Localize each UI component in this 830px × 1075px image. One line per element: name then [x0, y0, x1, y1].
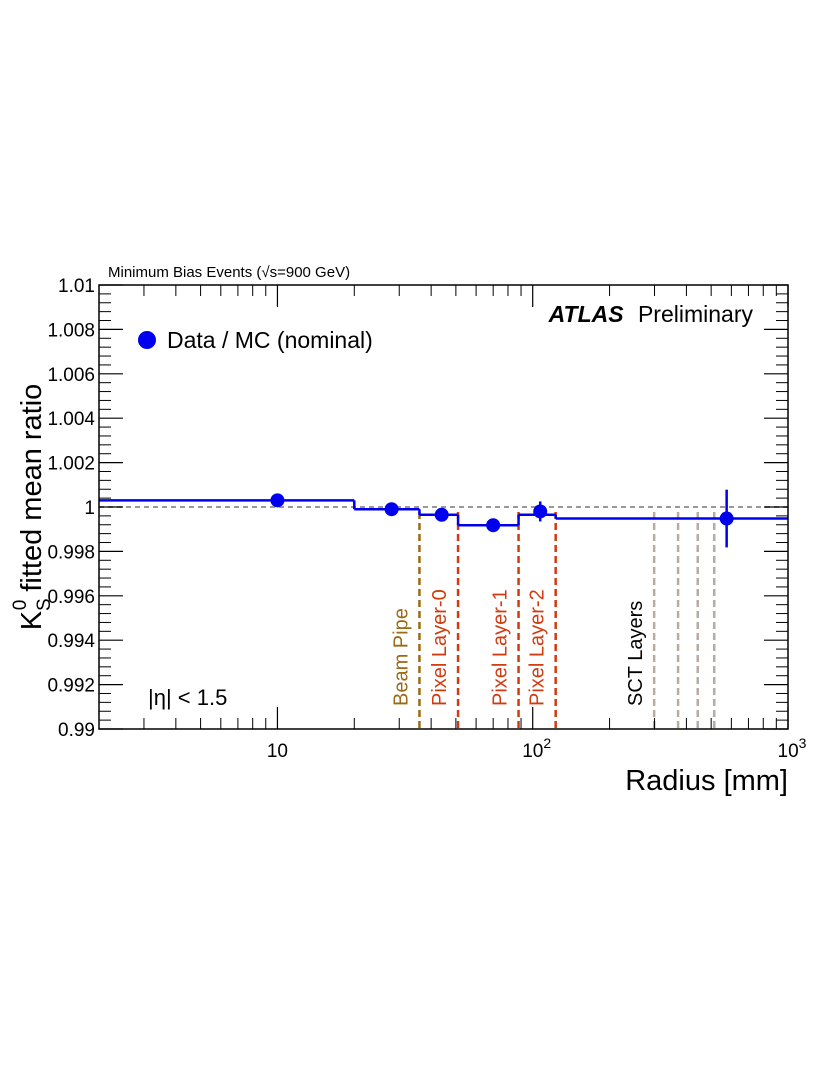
x-tick-label-base-1: 10	[522, 741, 543, 762]
x-axis-title: Radius [mm]	[625, 765, 788, 797]
atlas-preliminary: Preliminary	[638, 301, 754, 327]
legend-marker	[138, 331, 156, 349]
y-tick-label-0: 0.99	[58, 720, 95, 741]
y-tick-label-1: 0.992	[47, 676, 95, 697]
x-tick-label-1: 102	[522, 735, 551, 762]
y-tick-label-8: 1.006	[47, 365, 95, 386]
y-axis-title-sub: S	[34, 598, 55, 611]
y-tick-label-10: 1.01	[58, 276, 95, 297]
atlas-label: ATLAS Preliminary	[548, 301, 754, 327]
x-tick-label-base-0: 10	[267, 741, 288, 762]
marker-label-2: Pixel Layer-1	[490, 589, 512, 706]
data-points	[270, 489, 734, 548]
marker-label-4: SCT Layers	[625, 601, 647, 706]
header-text: Minimum Bias Events (√s=900 GeV)	[108, 264, 350, 281]
data-point-3	[486, 518, 501, 533]
eta-cut-label: |η| < 1.5	[148, 685, 227, 710]
y-axis-title-sup: 0	[10, 600, 31, 611]
marker-label-1: Pixel Layer-0	[429, 589, 451, 706]
y-tick-label-9: 1.008	[47, 320, 95, 341]
y-tick-label-4: 0.998	[47, 542, 95, 563]
y-tick-label-6: 1.002	[47, 454, 95, 475]
x-tick-label-base-2: 10	[778, 741, 799, 762]
detector-layer-markers: Beam Pipe Pixel Layer-0 Pixel Layer-1 Pixel…	[390, 512, 716, 729]
data-point-2	[434, 507, 449, 522]
x-tick-label-exp-1: 2	[543, 735, 551, 751]
y-tick-label-3: 0.996	[47, 587, 95, 608]
y-axis-title-rest: fitted mean ratio	[16, 384, 48, 600]
atlas-brand: ATLAS	[548, 301, 625, 327]
data-point-1	[384, 502, 399, 517]
axes: 0.99 0.992 0.994 0.996 0.998 1 1.002 1.004 1.006…	[47, 276, 806, 762]
x-tick-label-2: 103	[778, 735, 807, 762]
y-tick-label-5: 1	[84, 498, 95, 519]
data-point-5	[719, 511, 734, 526]
marker-label-3: Pixel Layer-2	[527, 589, 549, 706]
data-point-0	[270, 493, 285, 508]
y-axis-title: KS0 fitted mean ratio	[10, 384, 55, 631]
legend-text: Data / MC (nominal)	[167, 327, 373, 353]
data-point-4	[533, 504, 548, 519]
y-axis-title-main: K	[16, 610, 48, 630]
y-tick-label-2: 0.994	[47, 631, 95, 652]
x-tick-label-exp-2: 3	[799, 735, 807, 751]
marker-label-0: Beam Pipe	[390, 608, 412, 706]
x-tick-label-0: 10	[267, 741, 288, 762]
y-tick-label-7: 1.004	[47, 409, 95, 430]
